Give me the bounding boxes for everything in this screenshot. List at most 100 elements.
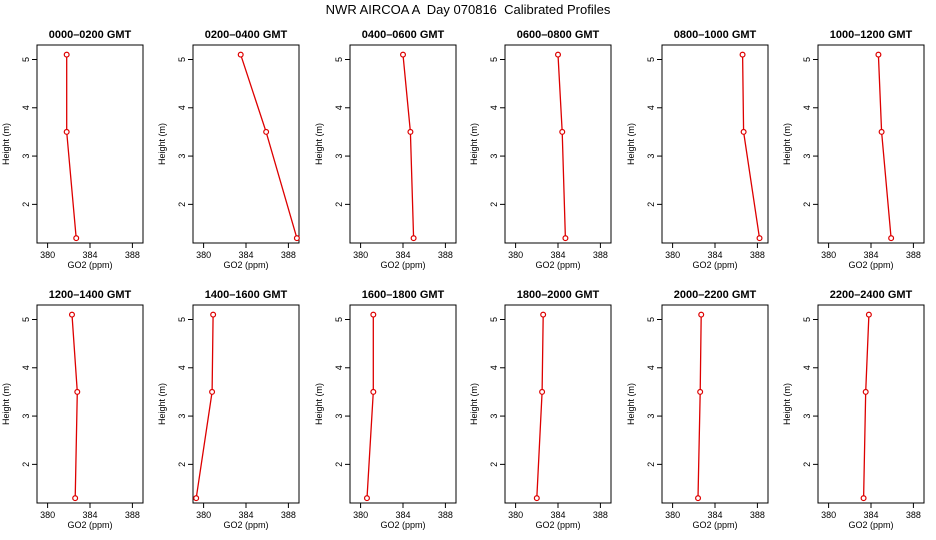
y-tick-label: 3 — [489, 154, 499, 159]
profile-point — [695, 495, 702, 502]
y-tick-label: 5 — [21, 317, 31, 322]
x-axis-label: GO2 (ppm) — [67, 520, 112, 530]
profile-point — [209, 388, 216, 395]
y-axis-label: Height (m) — [314, 383, 324, 425]
profile-point — [756, 235, 763, 242]
profile-point — [559, 128, 566, 135]
y-tick-label: 3 — [802, 154, 812, 159]
y-tick-label: 4 — [334, 105, 344, 110]
y-tick-label: 2 — [646, 462, 656, 467]
x-tick-label: 384 — [82, 510, 97, 520]
y-tick-label: 3 — [646, 154, 656, 159]
y-axis-label: Height (m) — [626, 383, 636, 425]
y-axis-label: Height (m) — [1, 123, 11, 165]
y-axis-label: Height (m) — [469, 123, 479, 165]
y-tick-label: 2 — [489, 462, 499, 467]
y-axis-label: Height (m) — [782, 123, 792, 165]
profile-point — [63, 128, 70, 135]
profile-point — [237, 51, 244, 58]
y-tick-label: 4 — [646, 105, 656, 110]
profile-panel: 1000–1200 GMT 380 384 388 2 3 4 5 GO2 (ppm) Heigh… — [782, 29, 925, 270]
x-axis-label: GO2 (ppm) — [67, 260, 112, 270]
x-axis-label: GO2 (ppm) — [223, 520, 268, 530]
profile-point — [865, 311, 872, 318]
panel-title: 0000–0200 GMT — [49, 29, 132, 41]
plot-frame — [661, 304, 769, 504]
x-tick-label: 380 — [508, 510, 523, 520]
x-tick-label: 384 — [395, 250, 410, 260]
y-axis-label: Height (m) — [469, 383, 479, 425]
x-axis-label: GO2 (ppm) — [848, 520, 893, 530]
profile-point — [698, 311, 705, 318]
profile-point — [293, 235, 300, 242]
y-axis-label: Height (m) — [626, 123, 636, 165]
y-tick-label: 3 — [21, 154, 31, 159]
y-tick-label: 2 — [177, 462, 187, 467]
panel-title: 1800–2000 GMT — [517, 289, 600, 301]
panel-title: 1000–1200 GMT — [830, 29, 913, 41]
profile-point — [407, 128, 414, 135]
y-axis-label: Height (m) — [157, 123, 167, 165]
plot-frame — [36, 44, 144, 244]
profile-line — [195, 314, 214, 499]
profile-point — [370, 388, 377, 395]
plot-frame — [504, 304, 612, 504]
y-axis-label: Height (m) — [157, 383, 167, 425]
x-tick-label: 388 — [281, 250, 296, 260]
y-tick-label: 4 — [646, 365, 656, 370]
x-tick-label: 388 — [125, 510, 140, 520]
plot-frame — [192, 44, 300, 244]
x-tick-label: 388 — [438, 510, 453, 520]
profile-panel: 0400–0600 GMT 380 384 388 2 3 4 5 GO2 (ppm) Heigh… — [314, 29, 457, 270]
x-tick-label: 380 — [821, 510, 836, 520]
x-axis-label: GO2 (ppm) — [848, 260, 893, 270]
x-tick-label: 388 — [593, 510, 608, 520]
y-tick-label: 2 — [334, 462, 344, 467]
profile-line — [557, 54, 567, 239]
profile-point — [554, 51, 561, 58]
y-tick-label: 3 — [802, 414, 812, 419]
plot-frame — [504, 44, 612, 244]
profile-point — [410, 235, 417, 242]
profile-point — [68, 311, 75, 318]
x-tick-label: 384 — [238, 250, 253, 260]
y-tick-label: 3 — [177, 154, 187, 159]
x-axis-label: GO2 (ppm) — [535, 520, 580, 530]
y-tick-label: 5 — [177, 57, 187, 62]
y-tick-label: 3 — [21, 414, 31, 419]
profile-point — [739, 51, 746, 58]
y-tick-label: 5 — [334, 57, 344, 62]
y-tick-label: 5 — [646, 57, 656, 62]
x-tick-label: 380 — [196, 250, 211, 260]
panel-title: 1400–1600 GMT — [205, 289, 288, 301]
panel-title: 2200–2400 GMT — [830, 289, 913, 301]
profile-point — [540, 311, 547, 318]
x-tick-label: 380 — [508, 250, 523, 260]
y-tick-label: 4 — [489, 105, 499, 110]
panel-title: 1600–1800 GMT — [362, 289, 445, 301]
y-axis-label: Height (m) — [782, 383, 792, 425]
plot-frame — [661, 44, 769, 244]
profile-line — [402, 54, 415, 239]
x-tick-label: 384 — [550, 250, 565, 260]
y-tick-label: 3 — [334, 414, 344, 419]
panel-title: 0600–0800 GMT — [517, 29, 600, 41]
x-tick-label: 384 — [238, 510, 253, 520]
x-tick-label: 384 — [863, 250, 878, 260]
y-tick-label: 2 — [334, 202, 344, 207]
y-tick-label: 3 — [489, 414, 499, 419]
profile-panel: 0800–1000 GMT 380 384 388 2 3 4 5 GO2 (ppm) Heigh… — [626, 29, 769, 270]
profile-panel: 1600–1800 GMT 380 384 388 2 3 4 5 GO2 (ppm) Heigh… — [314, 289, 457, 530]
profile-point — [363, 495, 370, 502]
profile-panel: 0000–0200 GMT 380 384 388 2 3 4 5 GO2 (ppm) Heigh… — [1, 29, 144, 270]
profile-line — [366, 314, 374, 499]
profile-point — [72, 495, 79, 502]
y-tick-label: 5 — [489, 317, 499, 322]
profile-line — [741, 54, 761, 239]
x-axis-label: GO2 (ppm) — [380, 260, 425, 270]
y-tick-label: 5 — [802, 317, 812, 322]
y-tick-label: 4 — [489, 365, 499, 370]
profile-point — [860, 495, 867, 502]
x-tick-label: 388 — [281, 510, 296, 520]
x-axis-label: GO2 (ppm) — [535, 260, 580, 270]
